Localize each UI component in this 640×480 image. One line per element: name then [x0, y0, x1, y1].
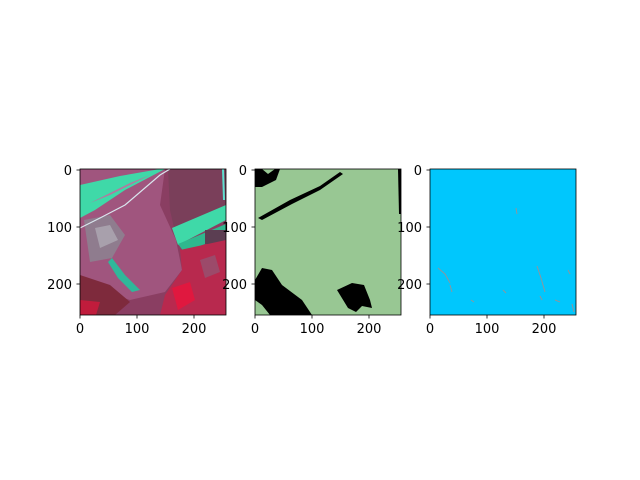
y-tick-label: 100: [47, 221, 72, 236]
blue-mask-image: [430, 169, 576, 315]
x-tick-label: 100: [475, 322, 500, 337]
x-tick-label: 200: [182, 322, 207, 337]
x-tick-label: 0: [76, 322, 84, 337]
y-tick-label: 200: [47, 278, 72, 293]
panel-2: 0 100 200 0 100 200: [222, 164, 402, 337]
y-tick-label: 200: [222, 278, 247, 293]
y-tick-label: 100: [222, 221, 247, 236]
y-tick-label: 200: [397, 278, 422, 293]
x-tick-label: 100: [125, 322, 150, 337]
x-tick-label: 200: [357, 322, 382, 337]
panel-3: 0 100 200 0 100 200: [397, 164, 577, 337]
x-tick-label: 0: [251, 322, 259, 337]
y-tick-label: 0: [414, 164, 422, 179]
satellite-image: [80, 169, 226, 315]
x-tick-label: 100: [300, 322, 325, 337]
x-tick-label: 200: [532, 322, 557, 337]
y-tick-label: 0: [64, 164, 72, 179]
y-tick-label: 0: [239, 164, 247, 179]
mask-image: [255, 169, 401, 315]
panel-1: 0 100 200 0 100 200: [47, 164, 227, 337]
x-tick-label: 0: [426, 322, 434, 337]
y-tick-label: 100: [397, 221, 422, 236]
